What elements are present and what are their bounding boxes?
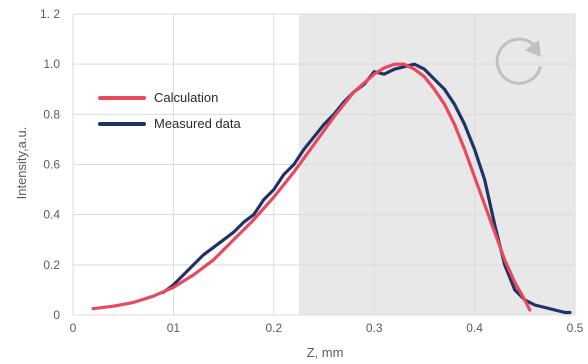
x-tick-label: 0.4	[466, 321, 483, 335]
y-axis-label: Intensity,a.u.	[14, 127, 29, 200]
y-tick-label: 0.4	[43, 208, 60, 222]
x-tick-label: 0.2	[265, 321, 282, 335]
series-lines	[91, 62, 572, 315]
legend: Calculation Measured data	[98, 90, 241, 131]
legend-label-measured: Measured data	[154, 116, 241, 131]
x-tick-label: 01	[167, 321, 181, 335]
x-tick-label: 0.5	[567, 321, 584, 335]
y-tick-label: 0.2	[43, 258, 60, 272]
y-tick-label: 0.8	[43, 107, 60, 121]
y-tick-label: 1. 2	[40, 7, 60, 21]
series-line-calculation	[91, 62, 532, 312]
tick-labels: 0 01 0.2 0.3 0.4 0.5 0 0.2 0.4 0.6 0.8 1.0 1. 2	[40, 7, 584, 335]
y-tick-label: 0	[53, 308, 60, 322]
y-tick-label: 1.0	[43, 57, 60, 71]
x-axis-label: Z, mm	[307, 345, 344, 360]
y-tick-label: 0.6	[43, 158, 60, 172]
x-tick-label: 0	[70, 321, 77, 335]
legend-label-calculation: Calculation	[154, 90, 218, 105]
grid-lines	[72, 13, 576, 316]
rotation-icon	[495, 37, 542, 85]
x-tick-label: 0.3	[366, 321, 383, 335]
